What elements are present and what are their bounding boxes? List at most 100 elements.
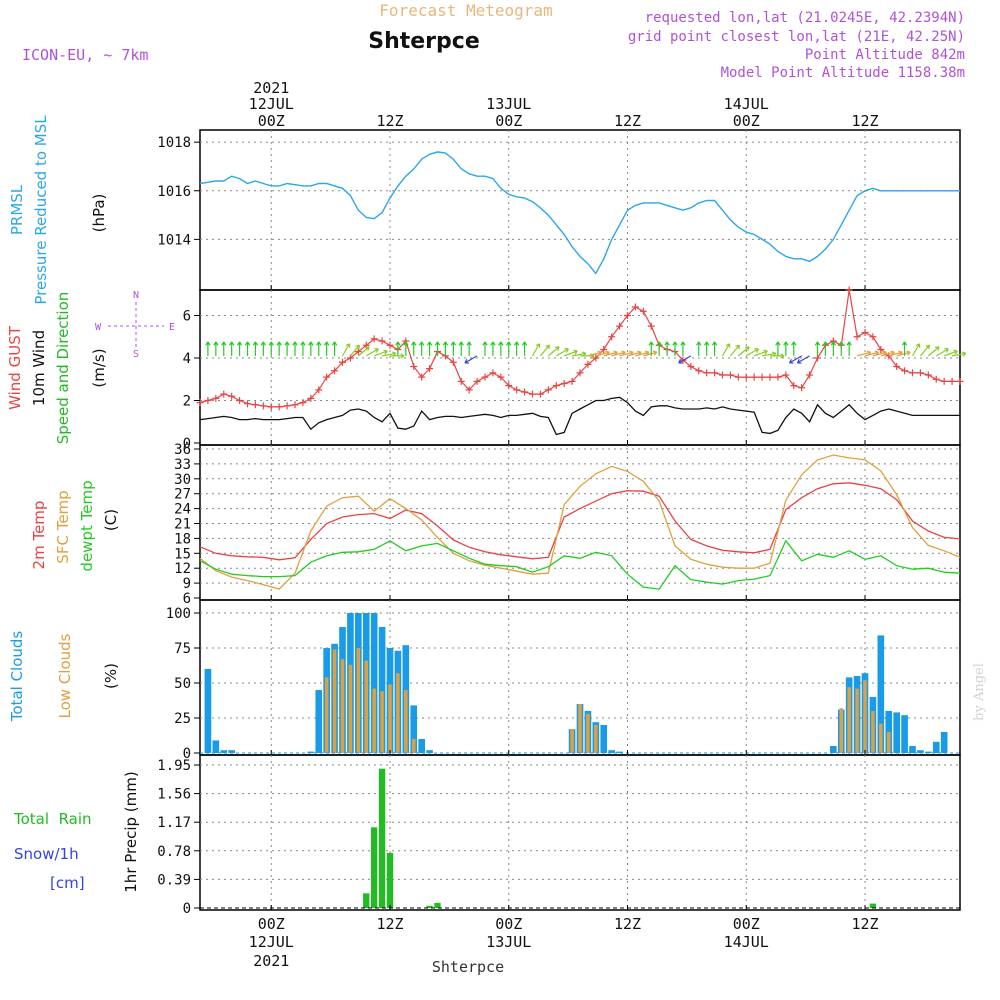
wind-arrow-shaft	[539, 344, 550, 357]
low-cloud-bar	[863, 680, 867, 753]
wind-arrow-shaft	[563, 350, 578, 357]
model-name: ICON-EU, ~ 7km	[22, 46, 148, 64]
gust-point	[750, 373, 758, 381]
gust-point	[275, 403, 283, 411]
gust-point	[639, 307, 647, 315]
wind-arrow-head	[564, 348, 569, 353]
wind-arrow-shaft	[627, 351, 642, 357]
gust-point	[584, 360, 592, 368]
low-cloud-bar	[879, 723, 883, 753]
precip-label-rain: Total Rain	[13, 810, 92, 828]
wind-direction-arrow	[943, 349, 958, 357]
clouds-unit: (%)	[102, 663, 120, 689]
wind-arrow-head	[506, 341, 512, 346]
wind-arrow-head	[680, 341, 686, 346]
compass-w: W	[95, 322, 102, 333]
total-cloud-bar	[917, 750, 924, 753]
wind-direction-arrow	[648, 341, 654, 356]
wind-arrow-shaft	[349, 344, 360, 357]
gust-point	[932, 375, 940, 383]
wind-arrow-head	[745, 346, 750, 351]
wind-arrow-head	[925, 344, 931, 350]
wind-direction-arrow	[704, 341, 710, 356]
wind-direction-arrow	[789, 355, 802, 364]
gust-point	[259, 402, 267, 410]
total-cloud-bar	[877, 635, 885, 753]
gust-point	[339, 358, 346, 366]
total-cloud-bar	[220, 750, 228, 753]
wind-arrow-shaft	[856, 351, 871, 357]
precip-ytick-label: 0.78	[157, 844, 191, 860]
gust-point	[560, 380, 568, 387]
wind-direction-arrow	[482, 341, 488, 356]
wind-arrow-shaft	[547, 346, 560, 357]
wind-direction-arrow	[442, 341, 449, 356]
top-axis-hour: 12Z	[851, 112, 878, 130]
gust-point	[877, 346, 885, 353]
wind-arrow-shaft	[864, 351, 879, 357]
precip-label-snow-unit: [cm]	[50, 874, 85, 892]
gust-point	[924, 371, 932, 379]
wind-arrow-head	[229, 341, 235, 346]
wind-direction-arrow	[365, 348, 379, 357]
total-cloud-bar	[378, 627, 386, 753]
wind-arrow-head	[395, 341, 401, 346]
wind-direction-arrow	[721, 343, 731, 357]
temperature-ytick-label: 9	[183, 576, 191, 592]
total-cloud-bar	[204, 669, 212, 753]
gust-point	[608, 333, 616, 341]
wind-direction-arrow	[395, 341, 401, 356]
wind-direction-arrow	[236, 341, 243, 356]
info-grid-point: grid point closest lon,lat (21E, 42.25N)	[628, 29, 965, 45]
precip-ytick-label: 0	[183, 901, 191, 917]
total-cloud-bar	[426, 750, 433, 753]
wind-arrow-head	[466, 341, 472, 346]
low-cloud-bar	[380, 691, 384, 753]
precip-ytick-label: 0.39	[157, 872, 191, 888]
wind-arrow-shaft	[531, 343, 541, 357]
wind-arrow-head	[308, 341, 314, 346]
wind-direction-arrow	[205, 341, 211, 356]
compass-n: N	[133, 290, 139, 301]
wind-arrow-head	[482, 341, 488, 346]
wind-direction-arrow	[464, 355, 478, 364]
wind-arrow-shaft	[643, 351, 658, 357]
wind-arrow-shaft	[888, 351, 903, 357]
gust-point	[624, 312, 631, 319]
low-cloud-bar	[586, 713, 590, 753]
temp-dewpt-line	[199, 539, 961, 590]
wind-arrow-head	[252, 341, 259, 346]
low-cloud-bar	[847, 687, 851, 753]
wind-arrow-head	[725, 343, 731, 348]
total-cloud-bar	[925, 751, 932, 753]
wind-arrow-head	[711, 341, 718, 346]
temp-unit: (C)	[102, 509, 120, 531]
temperature-ytick-label: 33	[174, 457, 191, 473]
info-requested: requested lon,lat (21.0245E, 42.2394N)	[645, 10, 965, 26]
gust-point	[315, 386, 323, 394]
total-cloud-bar	[600, 725, 608, 753]
wind-arrow-head	[573, 349, 578, 355]
wind-direction-arrow	[506, 341, 512, 356]
pressure-ytick-label: 1014	[157, 232, 191, 248]
gust-point	[806, 371, 814, 379]
wind-arrow-head	[331, 341, 338, 346]
wind-arrow-head	[822, 341, 829, 346]
wind-direction-arrow	[775, 341, 781, 356]
gust-point	[473, 377, 481, 385]
total-cloud-bar	[418, 739, 425, 753]
gust-point	[449, 358, 457, 366]
wind-arrow-shaft	[357, 346, 370, 357]
gust-point	[703, 369, 711, 377]
wind-direction-arrow	[814, 341, 821, 356]
gust-point	[220, 390, 228, 398]
gust-point	[719, 371, 726, 379]
gust-point	[228, 392, 236, 400]
low-cloud-bar	[871, 711, 875, 753]
temperature-ytick-label: 36	[174, 442, 191, 458]
wind-direction-arrow	[268, 341, 274, 356]
wind-direction-arrow	[458, 341, 464, 356]
wind-direction-arrow	[260, 341, 266, 356]
wind-arrow-head	[555, 346, 560, 351]
wind-arrow-shaft	[555, 348, 569, 357]
